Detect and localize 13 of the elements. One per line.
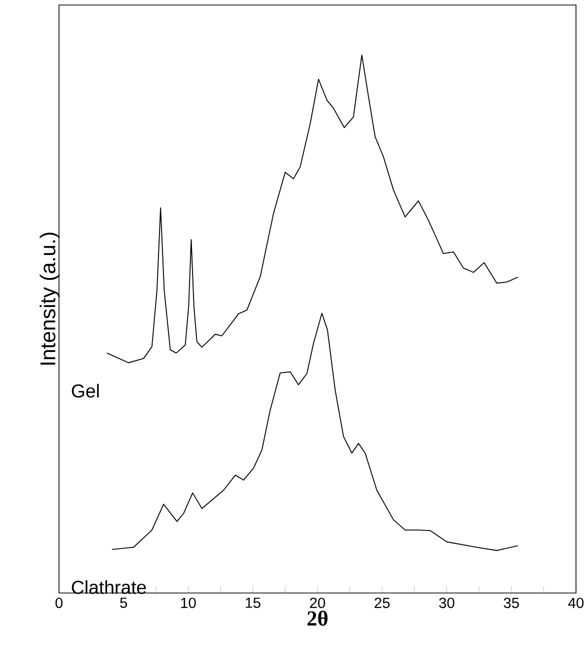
series-label: Clathrate — [72, 580, 146, 594]
x-axis-title: 2θ — [307, 610, 328, 626]
x-tick-label: 25 — [374, 598, 390, 608]
x-tick-label: 35 — [504, 598, 519, 608]
x-tick-label: 15 — [246, 598, 260, 608]
x-tick-label: 30 — [439, 598, 454, 608]
series-label: Gel — [72, 384, 99, 398]
y-axis-title: Intensity (a.u.) — [40, 232, 60, 365]
x-tick-label: 0 — [55, 598, 62, 608]
x-tick-label: 20 — [310, 598, 326, 608]
x-tick-label: 10 — [181, 598, 196, 608]
x-tick-label: 40 — [568, 598, 584, 608]
x-tick-label: 5 — [120, 598, 128, 608]
